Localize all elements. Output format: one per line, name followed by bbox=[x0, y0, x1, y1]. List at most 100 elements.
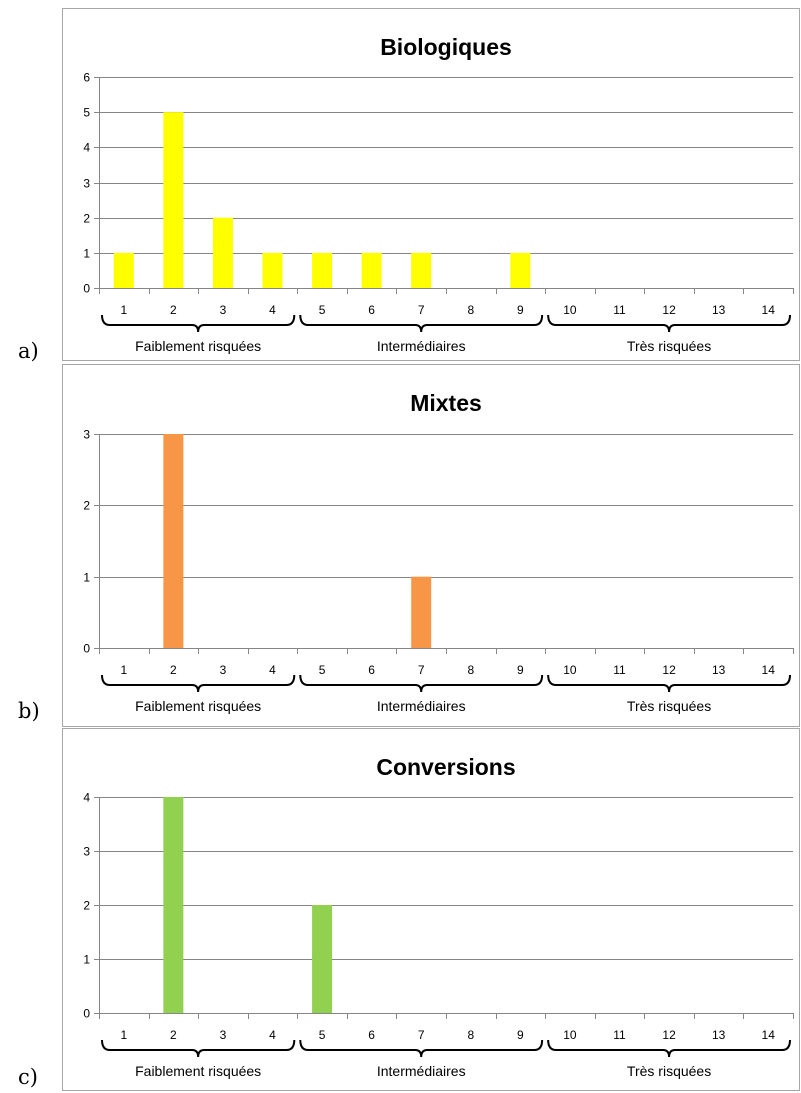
x-tick-label: 3 bbox=[220, 663, 227, 677]
y-tick-label: 6 bbox=[83, 71, 90, 85]
group-brace bbox=[101, 314, 296, 333]
group-brace bbox=[547, 1039, 791, 1058]
bar-7 bbox=[411, 252, 432, 288]
x-tick-label: 13 bbox=[712, 1028, 726, 1042]
group-label: Très risquées bbox=[627, 698, 711, 714]
y-tick-label: 4 bbox=[83, 141, 90, 155]
group-label: Faiblement risquées bbox=[135, 1063, 261, 1079]
group-label: Intermédiaires bbox=[377, 698, 466, 714]
x-tick-label: 4 bbox=[269, 663, 276, 677]
x-tick-label: 10 bbox=[563, 663, 577, 677]
x-tick-label: 12 bbox=[662, 1028, 676, 1042]
bar-5 bbox=[312, 252, 333, 288]
x-tick-label: 9 bbox=[517, 1028, 524, 1042]
x-tick-label: 12 bbox=[662, 663, 676, 677]
bar-6 bbox=[361, 252, 382, 288]
group-label: Intermédiaires bbox=[377, 1063, 466, 1079]
y-tick-label: 4 bbox=[83, 791, 90, 805]
y-tick-label: 1 bbox=[83, 247, 90, 261]
y-tick-label: 0 bbox=[83, 282, 90, 296]
bar-2 bbox=[163, 112, 184, 289]
group-brace bbox=[101, 1039, 296, 1058]
bar-3 bbox=[212, 217, 233, 288]
y-tick-label: 0 bbox=[83, 1007, 90, 1021]
x-tick-label: 4 bbox=[269, 303, 276, 317]
x-tick-label: 14 bbox=[762, 1028, 776, 1042]
group-label: Faiblement risquées bbox=[135, 338, 261, 354]
y-tick-label: 5 bbox=[83, 106, 90, 120]
panel-label: a) bbox=[18, 339, 39, 363]
x-tick-label: 7 bbox=[418, 303, 425, 317]
chart-frame bbox=[62, 8, 800, 361]
y-tick-label: 2 bbox=[83, 499, 90, 513]
chart-title: Conversions bbox=[376, 754, 515, 780]
x-tick-label: 8 bbox=[467, 1028, 474, 1042]
group-brace bbox=[101, 674, 296, 693]
x-tick-label: 11 bbox=[613, 1028, 626, 1042]
x-tick-label: 9 bbox=[517, 663, 524, 677]
x-tick-label: 5 bbox=[319, 1028, 326, 1042]
y-tick-label: 0 bbox=[83, 642, 90, 656]
x-tick-label: 7 bbox=[418, 1028, 425, 1042]
x-tick-label: 2 bbox=[170, 663, 177, 677]
x-tick-label: 11 bbox=[613, 303, 626, 317]
x-tick-label: 8 bbox=[467, 303, 474, 317]
panel-label: b) bbox=[18, 699, 40, 723]
bar-5 bbox=[312, 905, 333, 1013]
group-label: Faiblement risquées bbox=[135, 698, 261, 714]
bar-4 bbox=[262, 252, 283, 288]
bar-2 bbox=[163, 797, 184, 1013]
x-tick-label: 5 bbox=[319, 303, 326, 317]
chart-frame bbox=[62, 728, 800, 1091]
x-tick-label: 12 bbox=[662, 303, 676, 317]
x-tick-label: 9 bbox=[517, 303, 524, 317]
group-label: Très risquées bbox=[627, 338, 711, 354]
x-tick-label: 7 bbox=[418, 663, 425, 677]
x-tick-label: 14 bbox=[762, 663, 776, 677]
x-tick-label: 10 bbox=[563, 303, 577, 317]
bar-9 bbox=[510, 252, 531, 288]
x-tick-label: 6 bbox=[368, 303, 375, 317]
x-tick-label: 14 bbox=[762, 303, 776, 317]
bar-7 bbox=[411, 576, 432, 648]
chart-title: Mixtes bbox=[410, 390, 482, 416]
group-brace bbox=[299, 314, 544, 333]
x-tick-label: 2 bbox=[170, 303, 177, 317]
x-tick-label: 6 bbox=[368, 663, 375, 677]
bar-1 bbox=[113, 252, 134, 288]
x-tick-label: 13 bbox=[712, 303, 726, 317]
y-tick-label: 3 bbox=[83, 845, 90, 859]
x-tick-label: 1 bbox=[120, 1028, 127, 1042]
x-tick-label: 1 bbox=[120, 303, 127, 317]
chart-frame bbox=[62, 364, 800, 727]
x-tick-label: 2 bbox=[170, 1028, 177, 1042]
x-tick-label: 10 bbox=[563, 1028, 577, 1042]
x-tick-label: 11 bbox=[613, 663, 626, 677]
x-tick-label: 1 bbox=[120, 663, 127, 677]
x-tick-label: 3 bbox=[220, 303, 227, 317]
y-tick-label: 2 bbox=[83, 212, 90, 226]
x-tick-label: 4 bbox=[269, 1028, 276, 1042]
group-brace bbox=[299, 674, 544, 693]
group-brace bbox=[299, 1039, 544, 1058]
group-label: Intermédiaires bbox=[377, 338, 466, 354]
bar-2 bbox=[163, 434, 184, 648]
y-tick-label: 3 bbox=[83, 177, 90, 191]
x-tick-label: 5 bbox=[319, 663, 326, 677]
x-tick-label: 6 bbox=[368, 1028, 375, 1042]
y-tick-label: 2 bbox=[83, 899, 90, 913]
chart-title: Biologiques bbox=[380, 34, 512, 60]
group-brace bbox=[547, 674, 791, 693]
y-tick-label: 1 bbox=[83, 953, 90, 967]
x-tick-label: 3 bbox=[220, 1028, 227, 1042]
panel-label: c) bbox=[18, 1065, 38, 1089]
y-tick-label: 1 bbox=[83, 571, 90, 585]
group-brace bbox=[547, 314, 791, 333]
group-label: Très risquées bbox=[627, 1063, 711, 1079]
x-tick-label: 8 bbox=[467, 663, 474, 677]
y-tick-label: 3 bbox=[83, 428, 90, 442]
